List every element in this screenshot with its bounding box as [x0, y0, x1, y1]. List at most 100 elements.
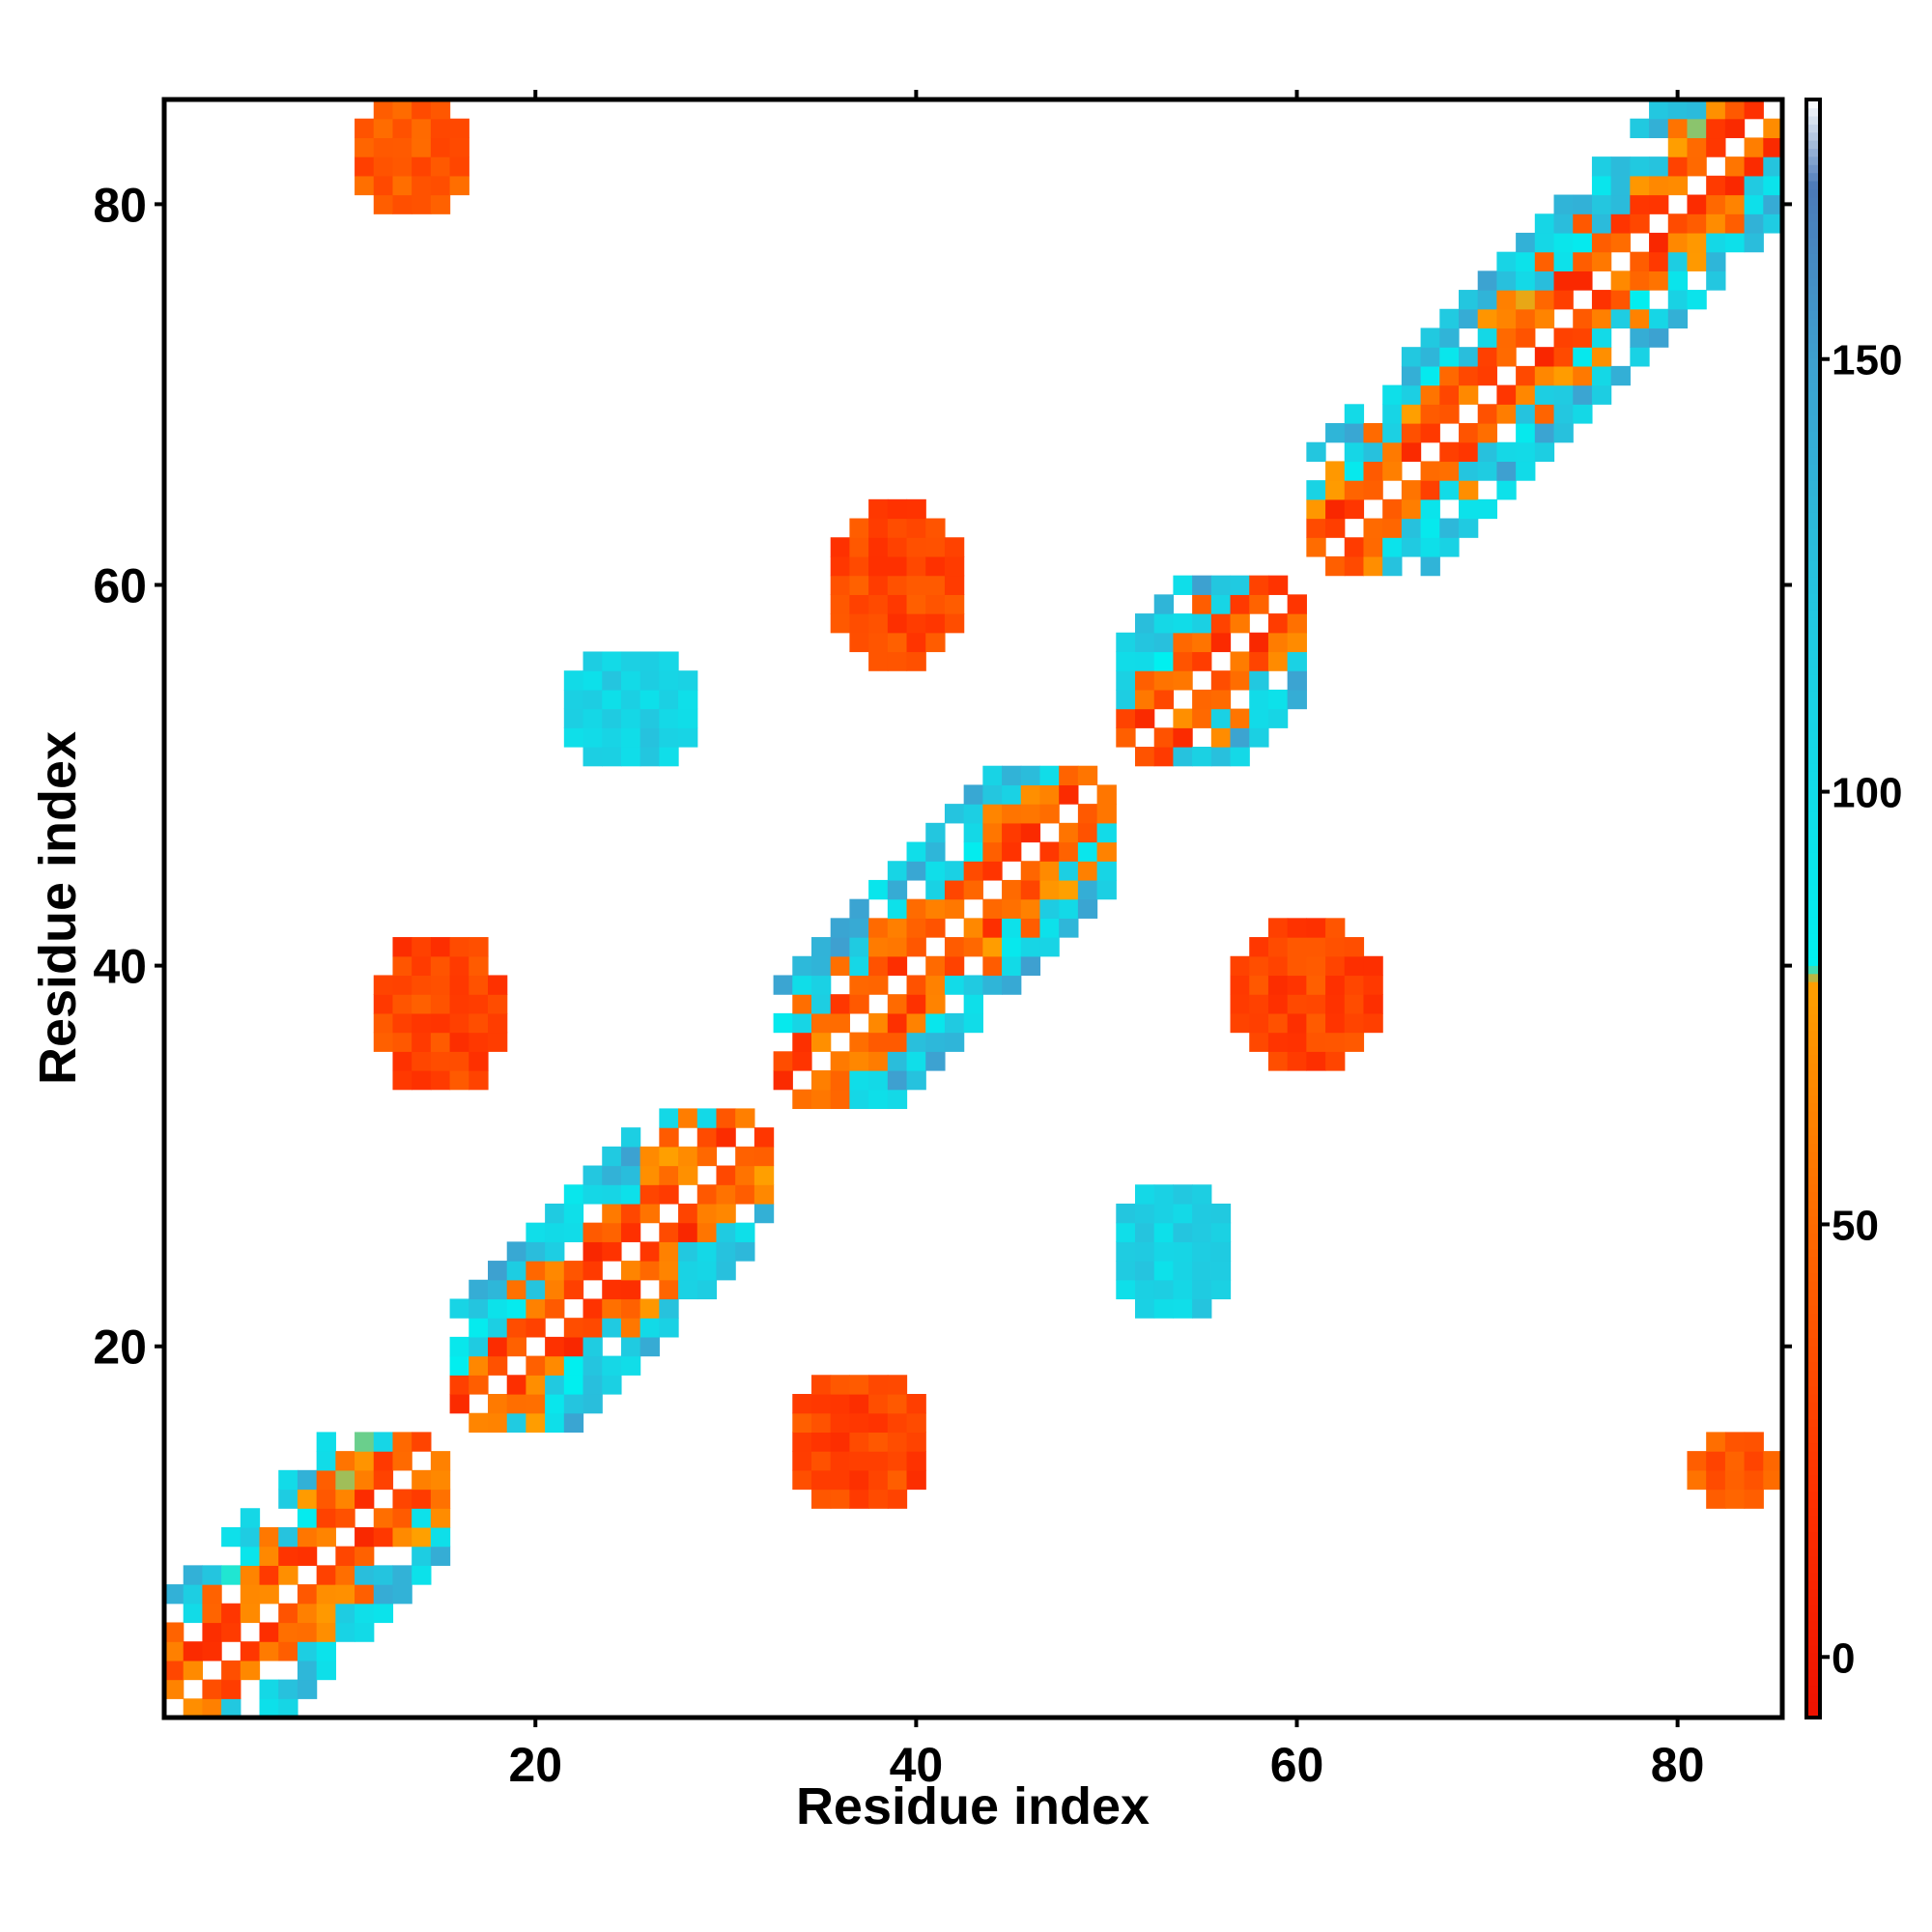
- heatmap-cell: [1344, 404, 1365, 424]
- heatmap-cell: [1287, 613, 1307, 634]
- heatmap-cell: [1210, 727, 1232, 748]
- heatmap-cell: [830, 613, 851, 634]
- heatmap-cell: [1516, 461, 1536, 481]
- heatmap-cell: [1135, 1261, 1155, 1281]
- heatmap-cell: [1534, 232, 1555, 253]
- heatmap-cell: [1363, 975, 1383, 995]
- colorbar-segment: [1806, 1515, 1820, 1524]
- heatmap-cell: [240, 1660, 261, 1681]
- heatmap-cell: [1059, 918, 1079, 938]
- heatmap-cell: [335, 1489, 355, 1509]
- heatmap-cell: [1401, 404, 1422, 424]
- heatmap-cell: [1210, 670, 1232, 691]
- heatmap-cell: [316, 1660, 336, 1681]
- colorbar-segment: [1806, 989, 1820, 999]
- heatmap-cell: [1706, 1489, 1726, 1509]
- heatmap-cell: [430, 194, 451, 214]
- heatmap-cell: [1516, 404, 1536, 424]
- heatmap-cell: [1706, 232, 1726, 253]
- heatmap-cell: [563, 670, 584, 691]
- heatmap-cell: [811, 1089, 832, 1110]
- heatmap-cell: [1059, 898, 1079, 919]
- colorbar-segment: [1806, 697, 1820, 707]
- heatmap-cell: [925, 632, 946, 653]
- heatmap-cell: [373, 1603, 394, 1624]
- heatmap-cell: [221, 1526, 242, 1548]
- heatmap-cell: [1325, 461, 1346, 481]
- heatmap-cell: [1496, 461, 1517, 481]
- heatmap-cell: [887, 1012, 908, 1034]
- colorbar-segment: [1806, 851, 1820, 862]
- heatmap-cell: [1059, 784, 1079, 805]
- heatmap-cell: [1553, 194, 1574, 214]
- heatmap-cell: [1153, 689, 1175, 710]
- heatmap-cell: [1325, 423, 1346, 443]
- heatmap-cell: [1344, 461, 1365, 481]
- heatmap-cell: [1153, 1279, 1175, 1300]
- heatmap-cell: [659, 1318, 679, 1338]
- heatmap-cell: [488, 994, 508, 1014]
- heatmap-cell: [1287, 1051, 1307, 1071]
- heatmap-cell: [355, 1489, 375, 1509]
- heatmap-cell: [1667, 156, 1689, 177]
- heatmap-cell: [582, 1355, 603, 1376]
- heatmap-cell: [1516, 308, 1536, 329]
- colorbar-segment: [1806, 690, 1820, 699]
- heatmap-cell: [1763, 118, 1783, 139]
- heatmap-cell: [469, 994, 489, 1014]
- heatmap-cell: [1153, 1184, 1175, 1205]
- heatmap-cell: [316, 1526, 336, 1548]
- heatmap-cell: [1496, 384, 1517, 405]
- heatmap-cell: [887, 1469, 908, 1491]
- heatmap-cell: [1573, 347, 1593, 367]
- heatmap-cell: [1534, 423, 1555, 443]
- heatmap-cell: [830, 537, 851, 557]
- heatmap-cell: [430, 1526, 451, 1548]
- heatmap-cell: [545, 1394, 565, 1414]
- heatmap-cell: [811, 955, 832, 977]
- heatmap-cell: [925, 1051, 946, 1071]
- heatmap-cell: [963, 861, 983, 881]
- colorbar-segment: [1806, 1256, 1820, 1265]
- heatmap-cell: [164, 1641, 185, 1662]
- heatmap-cell: [811, 1412, 832, 1434]
- heatmap-cell: [1763, 194, 1783, 214]
- heatmap-cell: [526, 1355, 546, 1376]
- colorbar-segment: [1806, 673, 1820, 683]
- heatmap-cell: [1210, 632, 1232, 653]
- heatmap-cell: [1744, 213, 1764, 234]
- heatmap-cell: [1325, 480, 1346, 500]
- heatmap-cell: [811, 1394, 832, 1414]
- heatmap-cell: [430, 975, 451, 995]
- heatmap-cell: [545, 1336, 565, 1357]
- heatmap-cell: [1591, 327, 1612, 348]
- colorbar-segment: [1806, 1483, 1820, 1492]
- heatmap-cell: [849, 575, 869, 595]
- heatmap-cell: [1363, 1012, 1383, 1034]
- heatmap-cell: [563, 1375, 584, 1395]
- heatmap-cell: [506, 1279, 527, 1300]
- heatmap-cell: [545, 1241, 565, 1262]
- colorbar-segment: [1806, 1313, 1820, 1322]
- heatmap-cell: [1059, 765, 1079, 786]
- heatmap-cell: [982, 975, 1003, 995]
- colorbar-segment: [1806, 1135, 1820, 1145]
- heatmap-cell: [1382, 441, 1403, 463]
- heatmap-cell: [887, 879, 908, 900]
- heatmap-cell: [620, 670, 641, 691]
- heatmap-cell: [1591, 384, 1612, 405]
- heatmap-cell: [716, 1222, 736, 1242]
- colorbar-segment: [1806, 924, 1820, 934]
- heatmap-cell: [1382, 537, 1403, 557]
- heatmap-cell: [868, 1032, 889, 1052]
- heatmap-cell: [355, 156, 375, 177]
- heatmap-cell: [1649, 156, 1669, 177]
- heatmap-cell: [849, 1451, 869, 1471]
- heatmap-cell: [355, 1451, 375, 1471]
- colorbar-segment: [1806, 803, 1820, 812]
- heatmap-cell: [392, 1432, 412, 1452]
- colorbar-segment: [1806, 592, 1820, 603]
- heatmap-cell: [849, 898, 869, 919]
- heatmap-cell: [1325, 1051, 1346, 1071]
- heatmap-cell: [1153, 747, 1175, 767]
